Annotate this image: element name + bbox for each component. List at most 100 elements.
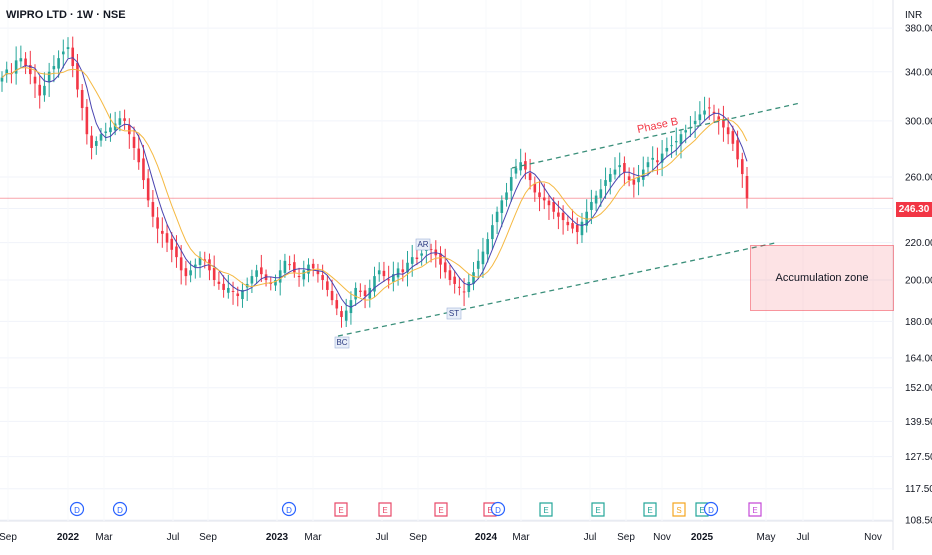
earnings-event-icon xyxy=(643,502,657,517)
candle-body xyxy=(481,251,485,265)
candle-body xyxy=(722,119,725,128)
candle-body xyxy=(165,233,169,243)
candle-body xyxy=(703,110,706,115)
y-tick-label: 117.50 xyxy=(905,484,932,495)
wyckoff-bc-tag xyxy=(334,336,350,349)
candle-body xyxy=(340,311,343,318)
candle-body xyxy=(406,262,409,273)
candle-body xyxy=(113,123,117,131)
candle-body xyxy=(80,89,84,109)
dividend-event-icon xyxy=(69,501,85,517)
candle-body xyxy=(528,173,532,181)
wyckoff-st-tag xyxy=(446,307,462,320)
wyckoff-st-label: ST xyxy=(449,309,459,318)
candle-body xyxy=(580,221,584,236)
event-marker-label: E xyxy=(438,506,443,515)
x-tick-label: 2024 xyxy=(475,532,498,543)
earnings-event-icon xyxy=(334,502,348,517)
candle-body xyxy=(33,76,37,84)
candle-body xyxy=(297,276,301,278)
candle-body xyxy=(5,69,9,75)
candle-body xyxy=(495,211,499,223)
candle-body xyxy=(288,264,291,266)
candle-body xyxy=(118,118,122,125)
candle-body xyxy=(392,274,395,282)
y-tick-label: 164.00 xyxy=(905,353,932,364)
candle-body xyxy=(335,300,339,309)
event-marker-label: S xyxy=(676,506,681,515)
candle-body xyxy=(646,162,650,168)
x-tick-label: Sep xyxy=(0,532,17,543)
event-marker-label: E xyxy=(382,506,387,515)
candle-body xyxy=(439,253,442,265)
y-tick-label: 340.00 xyxy=(905,67,932,78)
candle-body xyxy=(665,147,669,152)
candle-body xyxy=(227,287,230,293)
currency-label: INR xyxy=(905,10,923,21)
y-tick-label: 260.00 xyxy=(905,173,932,184)
candle-body xyxy=(311,263,315,269)
candle-body xyxy=(231,290,235,292)
candle-body xyxy=(260,267,263,275)
y-tick-label: 300.00 xyxy=(905,116,932,127)
candle-body xyxy=(151,202,155,217)
candle-body xyxy=(0,77,4,82)
ma-slow-line xyxy=(1,67,748,301)
candle-body xyxy=(123,118,126,121)
candle-body xyxy=(693,120,697,125)
candle-body xyxy=(594,195,598,204)
candle-body xyxy=(255,270,258,277)
candle-body xyxy=(443,262,447,273)
y-tick-label: 200.00 xyxy=(905,276,932,287)
candle-body xyxy=(623,163,626,173)
candle-body xyxy=(453,276,456,284)
x-tick-label: 2022 xyxy=(57,532,80,543)
candle-body xyxy=(462,291,466,293)
candle-body xyxy=(283,260,287,273)
x-tick-label: Jul xyxy=(584,532,597,543)
x-tick-label: May xyxy=(757,532,776,543)
candle-body xyxy=(514,168,518,174)
event-marker-label: D xyxy=(117,506,123,515)
earnings-event-icon xyxy=(748,502,762,517)
candle-body xyxy=(590,201,593,210)
candle-body xyxy=(505,192,508,200)
earnings-event-icon xyxy=(434,502,448,517)
candle-body xyxy=(179,257,183,271)
candle-body xyxy=(194,264,197,267)
event-marker-label: E xyxy=(487,506,492,515)
earnings-event-icon xyxy=(591,502,605,517)
candle-body xyxy=(128,124,131,135)
candle-body xyxy=(627,176,631,181)
candle-body xyxy=(142,158,145,181)
candle-body xyxy=(604,180,607,186)
candle-body xyxy=(731,131,735,144)
wyckoff-bc-label: BC xyxy=(336,338,347,347)
x-tick-label: Jul xyxy=(797,532,810,543)
candle-body xyxy=(302,270,306,280)
x-tick-label: Sep xyxy=(199,532,217,543)
candle-body xyxy=(472,272,475,284)
candle-body xyxy=(736,140,739,160)
candle-body xyxy=(354,287,357,300)
candle-body xyxy=(132,136,136,148)
x-tick-label: Mar xyxy=(95,532,113,543)
y-tick-label: 139.50 xyxy=(905,417,932,428)
candle-body xyxy=(740,159,744,175)
candle-body xyxy=(38,84,42,96)
candle-body xyxy=(198,257,202,265)
channel-upper-line xyxy=(511,102,801,169)
candle-body xyxy=(330,290,334,301)
event-marker-label: D xyxy=(495,506,501,515)
candle-body xyxy=(566,221,570,226)
candle-body xyxy=(99,134,103,141)
wyckoff-ar-label: AR xyxy=(417,240,428,249)
accumulation-zone: Accumulation zone xyxy=(750,245,894,311)
event-marker-label: D xyxy=(74,506,80,515)
y-tick-label: 152.00 xyxy=(905,383,932,394)
candle-body xyxy=(726,127,730,135)
candle-body xyxy=(85,106,89,135)
candle-body xyxy=(557,212,560,217)
